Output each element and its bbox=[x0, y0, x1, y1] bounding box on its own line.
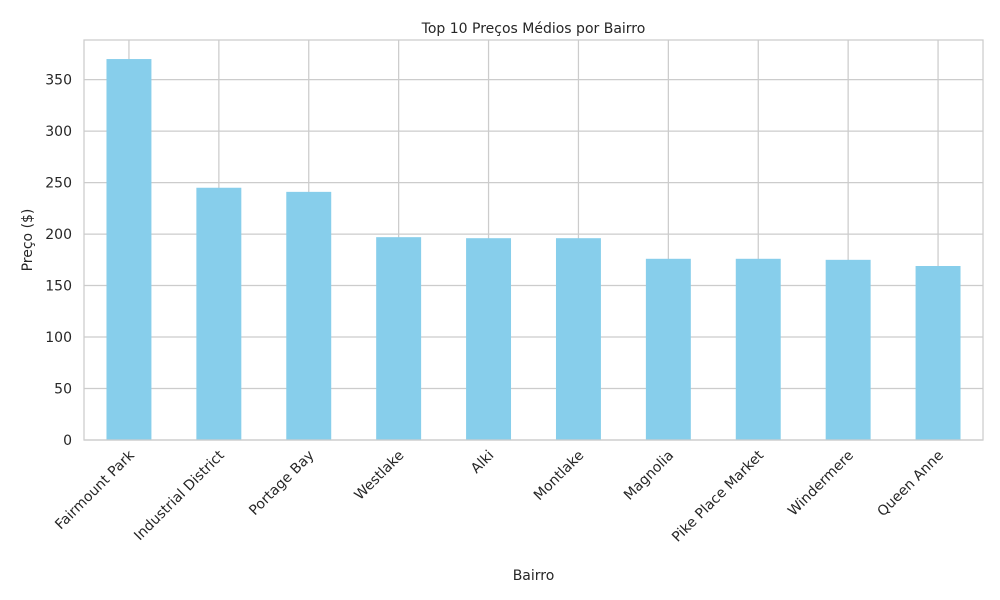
bar bbox=[376, 237, 422, 440]
x-tick-label: Fairmount Park bbox=[52, 447, 138, 533]
x-tick-label: Windermere bbox=[785, 448, 857, 520]
bar bbox=[645, 258, 691, 440]
bar bbox=[555, 238, 601, 440]
bar bbox=[466, 238, 512, 440]
x-tick-label: Industrial District bbox=[131, 447, 228, 544]
y-tick-label: 200 bbox=[45, 227, 72, 243]
y-tick-label: 350 bbox=[45, 73, 72, 89]
x-tick-label: Alki bbox=[468, 448, 497, 477]
plot-frame bbox=[83, 39, 984, 441]
x-tick-label: Pike Place Market bbox=[669, 447, 767, 545]
bar bbox=[915, 265, 961, 440]
y-tick-label: 50 bbox=[54, 382, 72, 398]
y-tick-label: 150 bbox=[45, 279, 72, 295]
y-tick-label: 100 bbox=[45, 330, 72, 346]
y-tick-label: 250 bbox=[45, 176, 72, 192]
y-tick-labels: 0 50 100 150 200 250 300 350 bbox=[45, 73, 72, 449]
x-tick-label: Montlake bbox=[531, 448, 587, 504]
bar bbox=[286, 191, 332, 440]
bar-layer bbox=[106, 59, 961, 441]
x-axis-label: Bairro bbox=[513, 568, 555, 584]
x-tick-label: Portage Bay bbox=[246, 448, 317, 519]
y-axis-label: Preço ($) bbox=[20, 209, 36, 272]
x-tick-label: Magnolia bbox=[621, 448, 677, 504]
bar bbox=[106, 59, 152, 441]
y-tick-label: 0 bbox=[63, 433, 72, 449]
bar bbox=[196, 187, 242, 440]
chart-title: Top 10 Preços Médios por Bairro bbox=[421, 21, 646, 37]
x-tick-label: Westlake bbox=[352, 448, 408, 504]
bar bbox=[735, 258, 781, 440]
y-tick-label: 300 bbox=[45, 124, 72, 140]
bar bbox=[825, 259, 871, 440]
x-tick-label: Queen Anne bbox=[874, 448, 946, 520]
